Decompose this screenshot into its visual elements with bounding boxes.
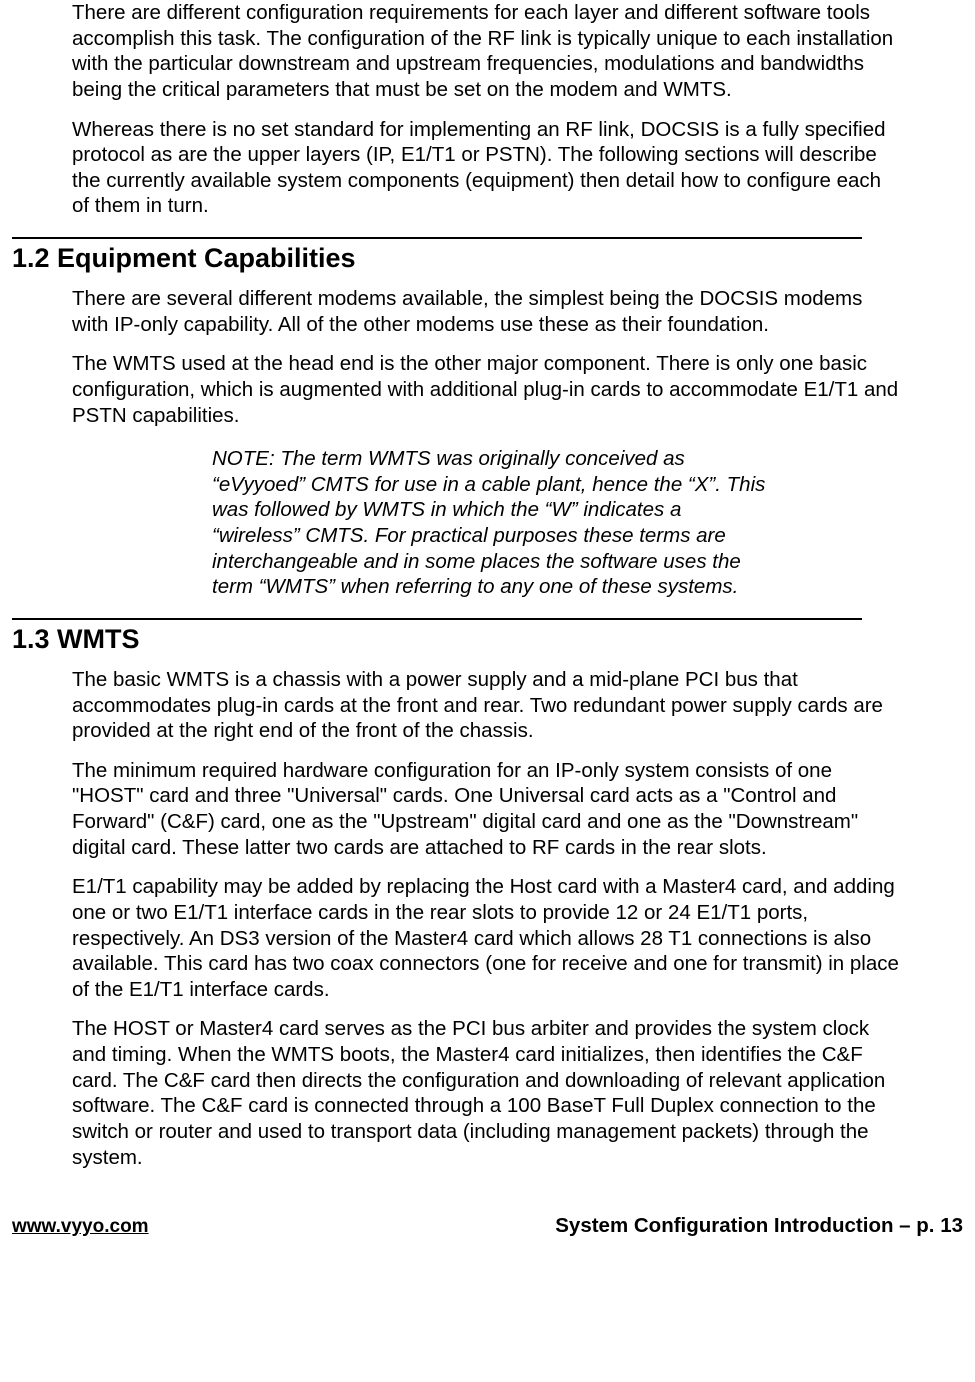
page-content: There are different configuration requir… — [0, 0, 975, 1170]
footer-page-info: System Configuration Introduction – p. 1… — [555, 1214, 963, 1238]
section-1-3-paragraph-4: The HOST or Master4 card serves as the P… — [72, 1016, 903, 1170]
section-1-3-paragraph-2: The minimum required hardware configurat… — [72, 758, 903, 861]
section-1-2-note: NOTE: The term WMTS was originally conce… — [212, 446, 768, 600]
page-footer: www.vyyo.com System Configuration Introd… — [0, 1184, 975, 1248]
intro-paragraph-1: There are different configuration requir… — [72, 0, 903, 103]
section-1-2-heading: 1.2 Equipment Capabilities — [12, 243, 903, 274]
section-1-3-paragraph-3: E1/T1 capability may be added by replaci… — [72, 874, 903, 1002]
intro-paragraph-2: Whereas there is no set standard for imp… — [72, 117, 903, 220]
section-divider — [12, 618, 862, 620]
footer-url-link[interactable]: www.vyyo.com — [12, 1216, 149, 1238]
section-1-2-paragraph-2: The WMTS used at the head end is the oth… — [72, 351, 903, 428]
section-divider — [12, 237, 862, 239]
section-1-2-paragraph-1: There are several different modems avail… — [72, 286, 903, 337]
section-1-3-heading: 1.3 WMTS — [12, 624, 903, 655]
section-1-3-paragraph-1: The basic WMTS is a chassis with a power… — [72, 667, 903, 744]
